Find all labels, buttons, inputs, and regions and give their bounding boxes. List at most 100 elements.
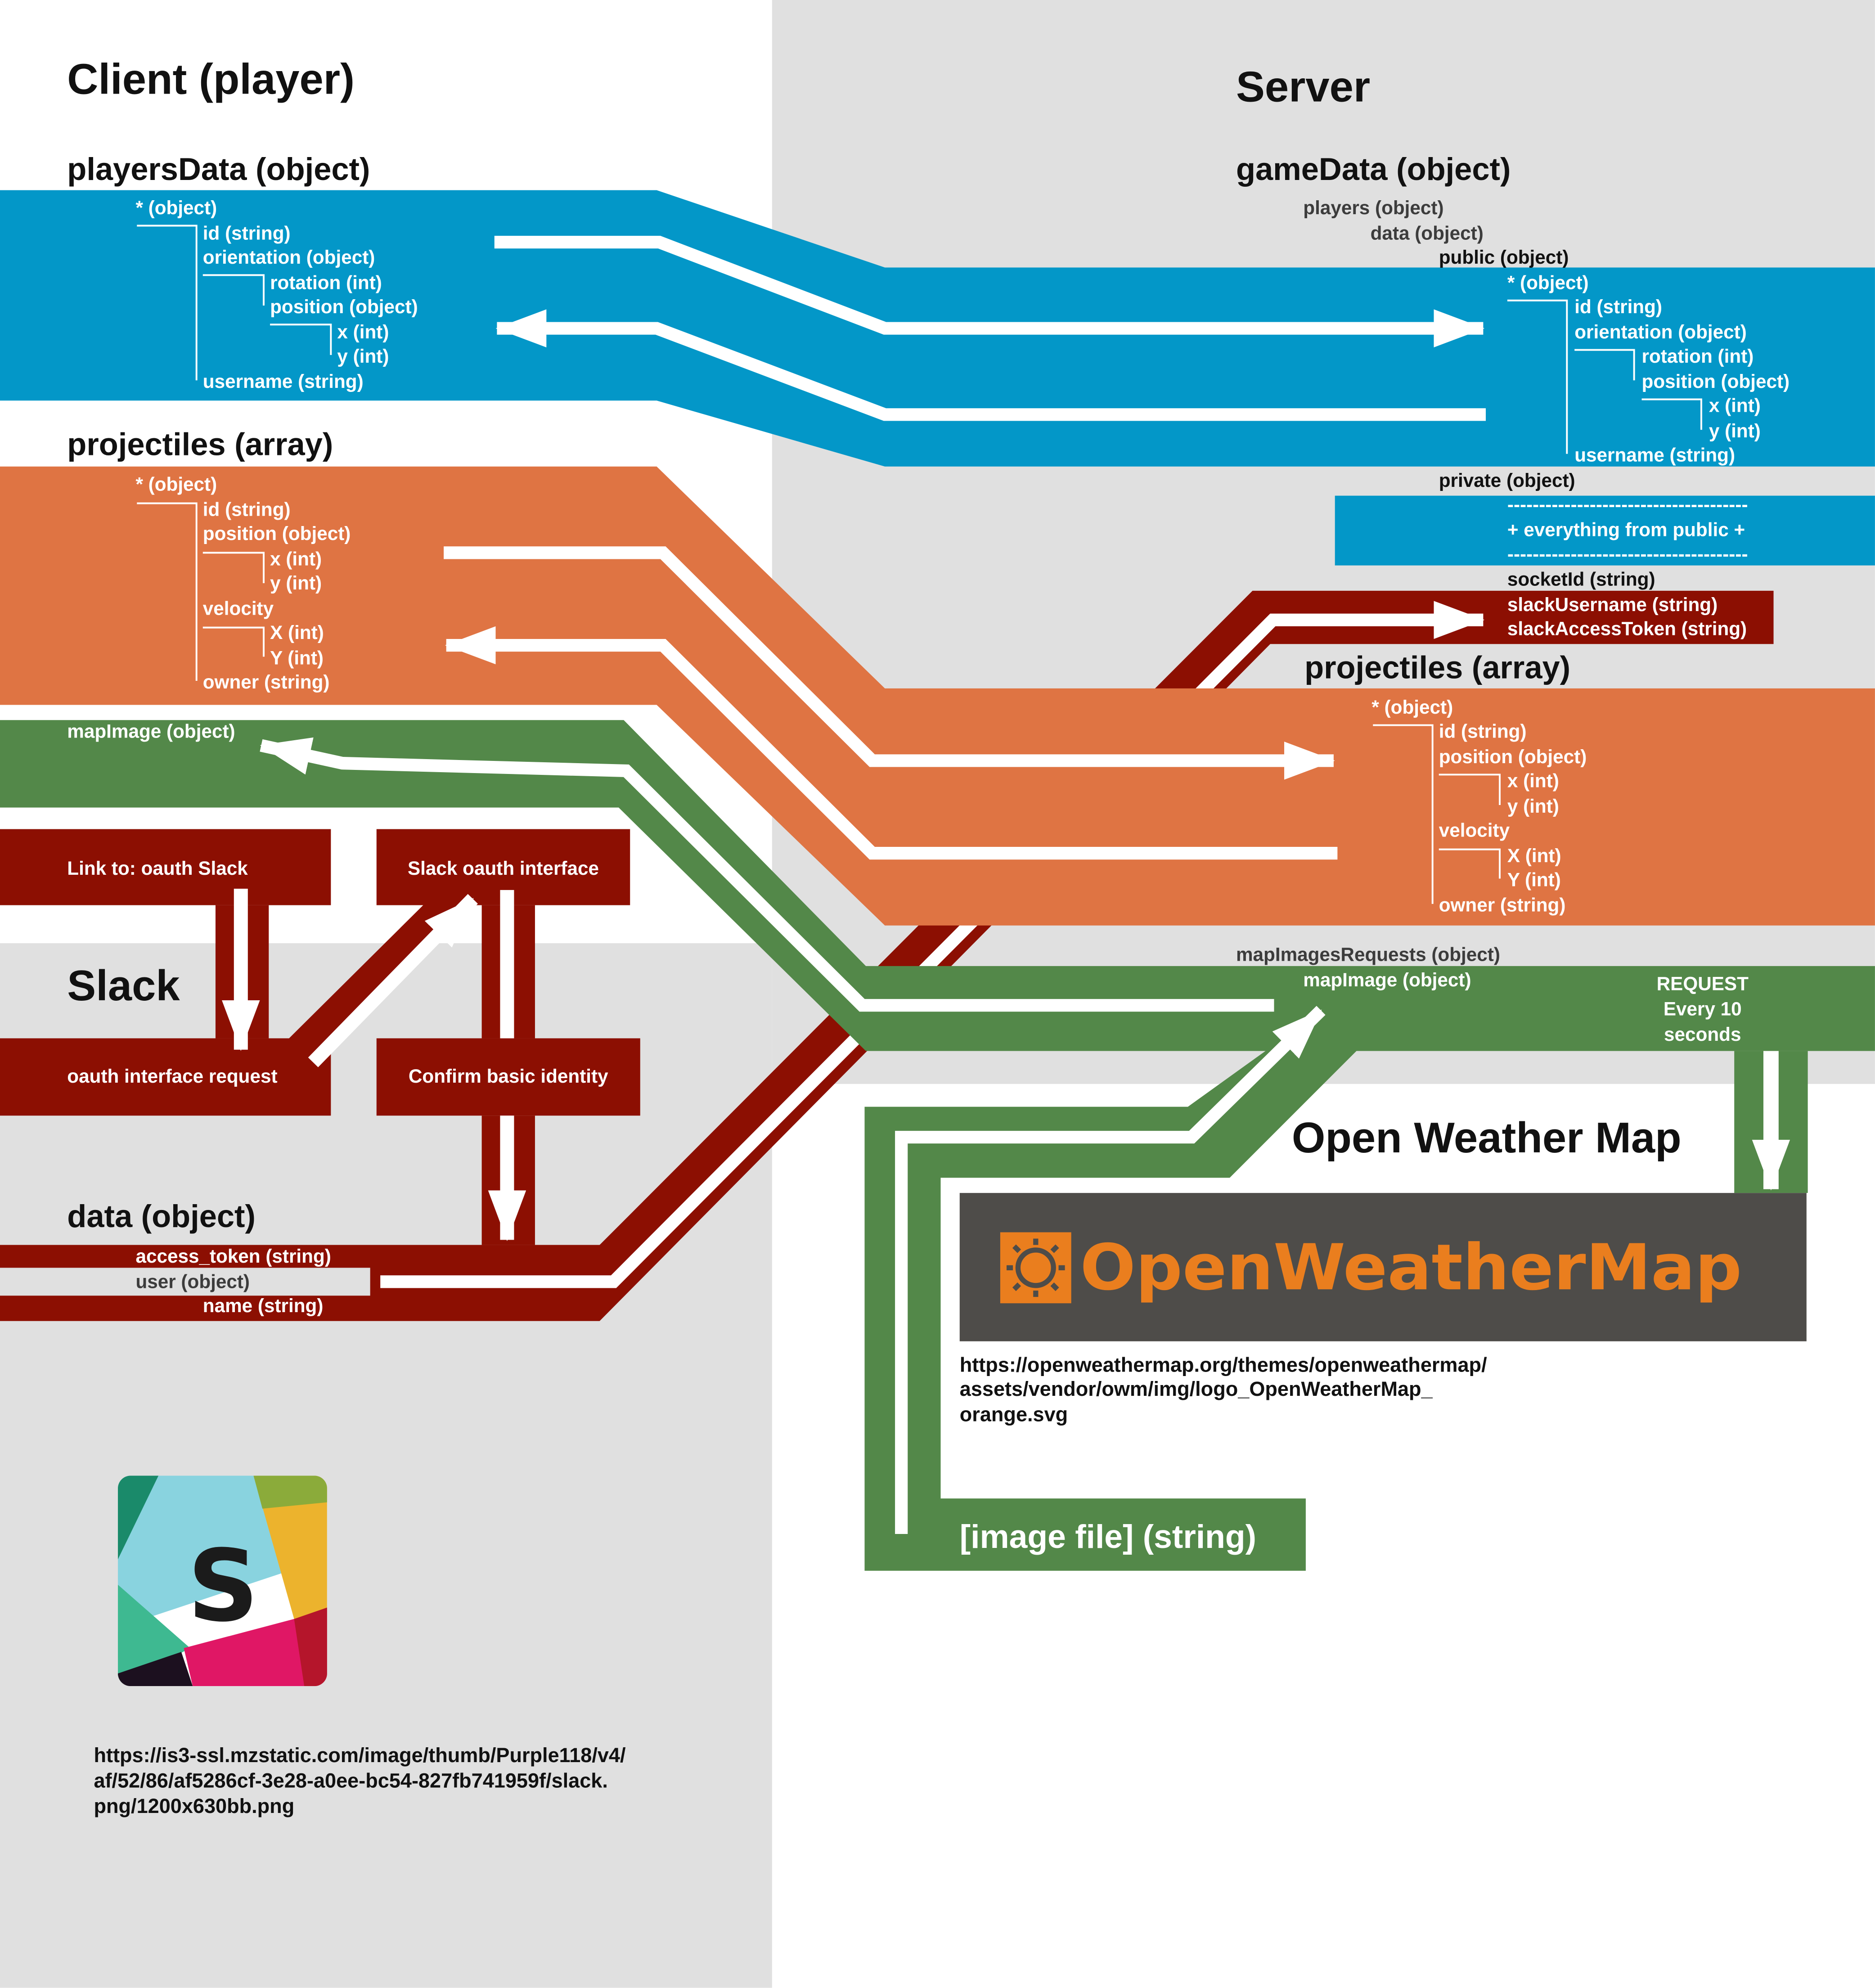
client-players-title: playersData (object) bbox=[67, 151, 370, 187]
field: position (object) bbox=[270, 296, 418, 317]
client-players-fields: * (object) id (string) orientation (obje… bbox=[135, 197, 418, 392]
map-image-pipe bbox=[0, 720, 1875, 1571]
field: Y (int) bbox=[1507, 869, 1561, 890]
owm-url: https://openweathermap.org/themes/openwe… bbox=[960, 1353, 1487, 1426]
field: y (int) bbox=[270, 572, 322, 594]
owm-logo: OpenWeatherMap bbox=[959, 1193, 1807, 1341]
server-projectiles-title: projectiles (array) bbox=[1304, 649, 1570, 685]
name-field: name (string) bbox=[203, 1295, 324, 1316]
user-object-row bbox=[0, 1268, 370, 1296]
slack-token-pipe bbox=[0, 590, 1774, 1321]
field: Y (int) bbox=[270, 647, 324, 668]
section-headings: Client (player) Server Slack Open Weathe… bbox=[67, 55, 1681, 1234]
link-oauth-label: Link to: oauth Slack bbox=[67, 858, 248, 879]
field: id (string) bbox=[1574, 296, 1662, 317]
slack-url-line: https://is3-ssl.mzstatic.com/image/thumb… bbox=[94, 1744, 625, 1767]
field: * (object) bbox=[135, 197, 217, 218]
slack-heading: Slack bbox=[67, 962, 180, 1010]
slack-logo: S bbox=[118, 1475, 327, 1687]
field: y (int) bbox=[1709, 420, 1761, 441]
server-mapimage-label: mapImage (object) bbox=[1303, 969, 1471, 990]
field: x (int) bbox=[1507, 770, 1559, 792]
field: velocity bbox=[1439, 819, 1510, 841]
client-mapimage-label: mapImage (object) bbox=[67, 721, 235, 742]
owm-logo-text: OpenWeatherMap bbox=[1080, 1231, 1742, 1304]
client-projectiles-fields: * (object) id (string) position (object)… bbox=[67, 473, 351, 742]
field: owner (string) bbox=[1439, 895, 1566, 916]
client-heading: Client (player) bbox=[67, 55, 355, 103]
server-gamedata-fields: players (object) data (object) public (o… bbox=[1303, 197, 1790, 639]
client-projectiles-title: projectiles (array) bbox=[67, 426, 333, 462]
field: rotation (int) bbox=[1642, 346, 1754, 367]
field: y (int) bbox=[1507, 796, 1559, 817]
user-object-field: user (object) bbox=[135, 1271, 250, 1292]
data-object-title: data (object) bbox=[67, 1198, 256, 1234]
players-pipe bbox=[0, 190, 1875, 566]
server-map-labels: mapImagesRequests (object) mapImage (obj… bbox=[1236, 944, 1749, 1045]
image-file-label: [image file] (string) bbox=[960, 1518, 1256, 1555]
field: orientation (object) bbox=[203, 247, 375, 268]
owm-url-line: orange.svg bbox=[960, 1403, 1068, 1426]
request-unit-label: seconds bbox=[1664, 1024, 1741, 1045]
link-oauth-box bbox=[0, 829, 331, 905]
field: position (object) bbox=[203, 523, 351, 544]
field: x (int) bbox=[337, 321, 389, 342]
owm-heading: Open Weather Map bbox=[1292, 1114, 1682, 1162]
slack-url: https://is3-ssl.mzstatic.com/image/thumb… bbox=[94, 1744, 625, 1817]
field: public (object) bbox=[1439, 247, 1569, 268]
field: data (object) bbox=[1371, 222, 1484, 243]
divider-text: -------------------------------------- bbox=[1507, 543, 1748, 564]
request-label: REQUEST bbox=[1657, 973, 1749, 994]
field: socketId (string) bbox=[1507, 569, 1655, 590]
confirm-identity-label: Confirm basic identity bbox=[409, 1066, 608, 1087]
field: slackAccessToken (string) bbox=[1507, 618, 1747, 639]
field: y (int) bbox=[337, 346, 389, 367]
server-gamedata-title: gameData (object) bbox=[1236, 151, 1511, 187]
field: x (int) bbox=[1709, 395, 1761, 416]
slack-oauth-flow bbox=[0, 829, 640, 1245]
server-projectiles-fields: * (object) id (string) position (object)… bbox=[1371, 697, 1587, 916]
oauth-request-label: oauth interface request bbox=[67, 1066, 277, 1087]
field: players (object) bbox=[1303, 197, 1443, 218]
owm-url-line: https://openweathermap.org/themes/openwe… bbox=[960, 1353, 1487, 1376]
field: rotation (int) bbox=[270, 272, 382, 293]
sun-icon bbox=[1000, 1232, 1071, 1304]
field: * (object) bbox=[135, 473, 217, 495]
slack-flow-labels: Link to: oauth Slack Slack oauth interfa… bbox=[67, 858, 608, 1316]
map-images-requests-label: mapImagesRequests (object) bbox=[1236, 944, 1500, 965]
everything-from-public: + everything from public + bbox=[1507, 519, 1745, 540]
request-interval-label: Every 10 bbox=[1664, 998, 1742, 1020]
field: id (string) bbox=[1439, 721, 1527, 742]
field: username (string) bbox=[203, 371, 364, 392]
tree-lines bbox=[137, 225, 1702, 904]
field: velocity bbox=[203, 598, 274, 619]
slack-url-line: af/52/86/af5286cf-3e28-a0ee-bc54-827fb74… bbox=[94, 1769, 607, 1792]
field: position (object) bbox=[1439, 746, 1587, 767]
field: position (object) bbox=[1642, 371, 1790, 392]
slack-logo-letter: S bbox=[188, 1529, 259, 1644]
field: id (string) bbox=[203, 499, 291, 520]
access-token-field: access_token (string) bbox=[135, 1246, 331, 1267]
field: owner (string) bbox=[203, 671, 330, 693]
field: id (string) bbox=[203, 222, 291, 243]
field: * (object) bbox=[1371, 697, 1453, 718]
field: X (int) bbox=[1507, 845, 1561, 866]
oauth-request-box bbox=[0, 1038, 331, 1116]
divider-text: -------------------------------------- bbox=[1507, 494, 1748, 515]
slack-url-line: png/1200x630bb.png bbox=[94, 1795, 294, 1817]
field: private (object) bbox=[1439, 470, 1575, 491]
field: username (string) bbox=[1574, 445, 1735, 466]
owm-url-line: assets/vendor/owm/img/logo_OpenWeatherMa… bbox=[960, 1377, 1433, 1400]
projectiles-pipe bbox=[0, 466, 1875, 926]
server-heading: Server bbox=[1236, 63, 1370, 111]
field: * (object) bbox=[1507, 272, 1589, 293]
private-public-box bbox=[1335, 495, 1875, 566]
slack-interface-label: Slack oauth interface bbox=[408, 858, 599, 879]
confirm-identity-box bbox=[376, 1038, 640, 1116]
field: slackUsername (string) bbox=[1507, 594, 1718, 615]
field: x (int) bbox=[270, 549, 322, 570]
field: X (int) bbox=[270, 622, 324, 643]
field: orientation (object) bbox=[1574, 321, 1747, 342]
slack-region bbox=[0, 943, 772, 1988]
